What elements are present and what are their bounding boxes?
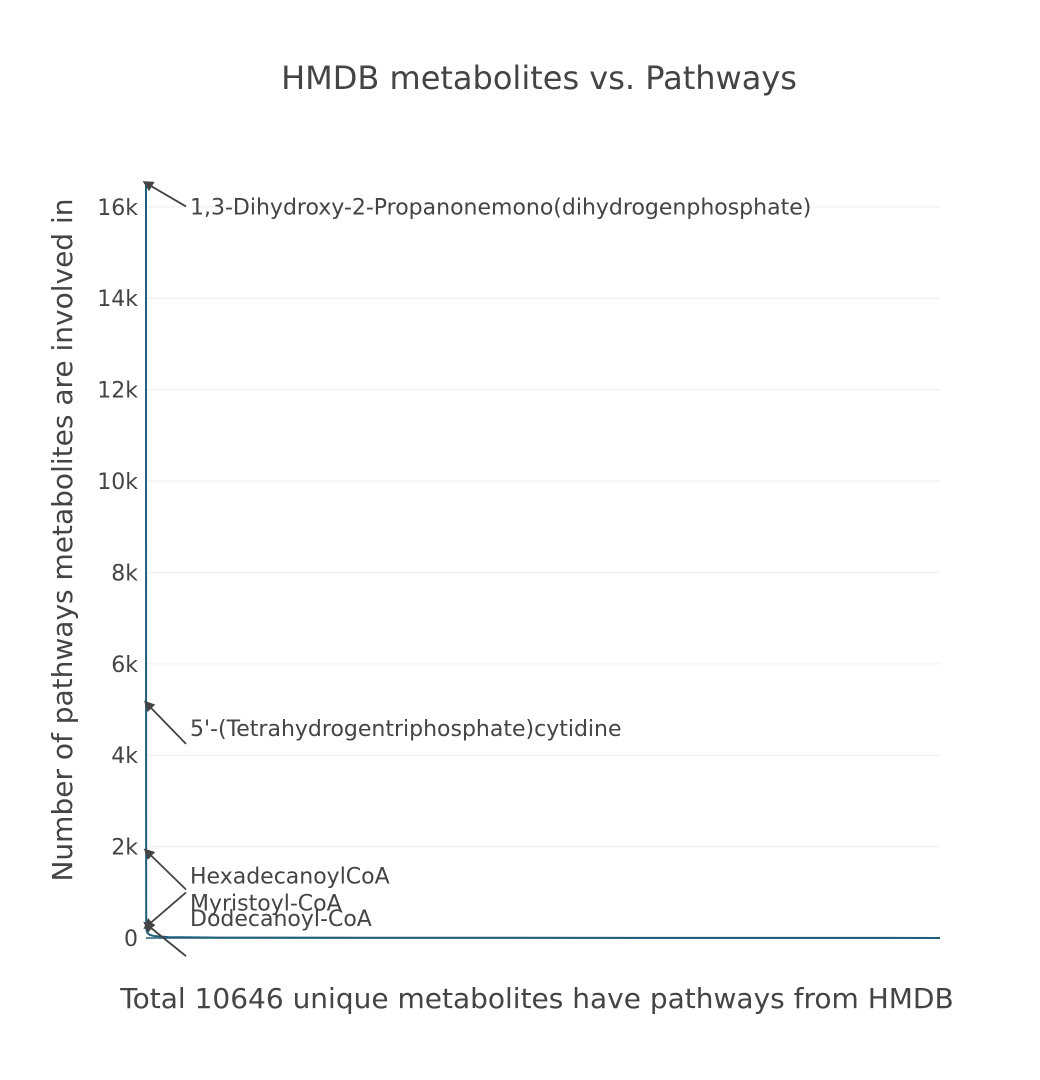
y-tick-label: 10k	[97, 470, 138, 495]
annotation-arrow	[143, 891, 187, 930]
y-tick-label: 16k	[97, 196, 138, 221]
y-tick-labels: 0 2k 4k 6k 8k 10k 12k 14k 16k	[97, 196, 138, 952]
annotation-label: 5'-(Tetrahydrogentriphosphate)cytidine	[190, 717, 622, 742]
y-axis-title: Number of pathways metabolites are invol…	[46, 198, 79, 881]
annotation-arrow	[143, 921, 187, 957]
y-tick-label: 4k	[111, 744, 138, 769]
y-tick-label: 2k	[111, 836, 138, 861]
annotation-label: Dodecanoyl-CoA	[190, 907, 372, 932]
series-line	[145, 184, 941, 939]
y-tick-label: 12k	[97, 379, 138, 404]
annotation-arrow	[142, 181, 187, 208]
series-layer	[145, 184, 941, 939]
annotation-arrow	[143, 848, 187, 891]
y-tick-label: 8k	[111, 561, 138, 586]
y-tick-label: 14k	[97, 287, 138, 312]
annotation-arrow	[143, 700, 187, 745]
annotation-label: HexadecanoylCoA	[190, 864, 390, 889]
annotation-label: Myristoyl-CoA	[190, 891, 342, 916]
annotations: 1,3-Dihydroxy-2-Propanonemono(dihydrogen…	[142, 181, 811, 957]
chart-title: HMDB metabolites vs. Pathways	[281, 59, 797, 97]
y-tick-label: 0	[124, 927, 138, 952]
x-axis-title: Total 10646 unique metabolites have path…	[119, 982, 953, 1015]
gridlines	[146, 206, 940, 848]
annotation-label: 1,3-Dihydroxy-2-Propanonemono(dihydrogen…	[190, 195, 811, 220]
y-tick-label: 6k	[111, 653, 138, 678]
